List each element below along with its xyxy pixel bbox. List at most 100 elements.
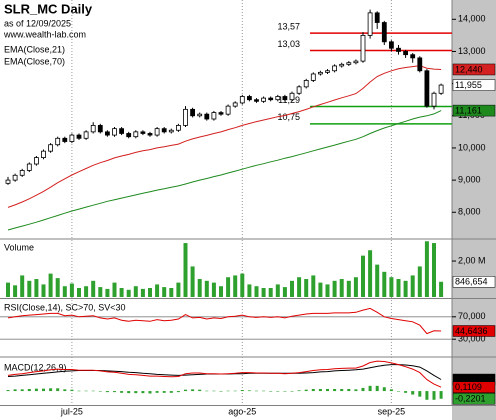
series-line [7, 360, 442, 388]
y-tick-label: 10,000 [458, 142, 486, 152]
candle-body [303, 80, 309, 88]
source: www.wealth-lab.com [3, 29, 86, 39]
histogram-bar [389, 389, 393, 392]
histogram-bar [326, 388, 329, 392]
volume-bar [98, 287, 103, 297]
volume-bar [162, 287, 167, 297]
candle-body [126, 133, 132, 138]
candle-body [62, 137, 68, 142]
volume-bar [133, 286, 138, 297]
candle-body [374, 12, 380, 23]
volume-bar [219, 286, 223, 297]
value-label: 44,6436 [455, 326, 488, 336]
histogram-bar [255, 390, 258, 392]
candle-body [119, 128, 124, 134]
volume-bar [183, 243, 188, 297]
volume-bar [361, 255, 365, 297]
volume-bar [6, 282, 10, 297]
candle-body [232, 102, 238, 107]
volume-bar [84, 286, 89, 297]
level-label: 10,75 [277, 112, 300, 122]
candle-body [317, 71, 323, 75]
volume-bar [432, 243, 436, 297]
volume-bar [204, 280, 209, 297]
volume-bar [417, 266, 422, 297]
volume-bar [282, 287, 287, 297]
series-line [7, 307, 442, 335]
candle-body [26, 163, 32, 171]
candle-body [296, 86, 302, 94]
volume-bar [403, 280, 408, 297]
candle-body [431, 92, 437, 107]
value-label: 11,955 [455, 80, 482, 90]
candle-body [410, 54, 416, 59]
histogram-bar [219, 391, 223, 392]
histogram-bar [290, 391, 294, 392]
candle-body [218, 112, 224, 115]
volume-bar [304, 279, 309, 297]
volume-bar [424, 241, 429, 297]
histogram-bar [439, 391, 443, 399]
histogram-bar [354, 389, 358, 392]
histogram-bar [404, 391, 408, 393]
y-tick-label: 13,000 [458, 46, 486, 56]
volume-bar [211, 282, 216, 297]
candle-body [112, 128, 117, 136]
histogram-bar [311, 388, 315, 392]
volume-bar [197, 279, 202, 297]
candle-body [268, 97, 274, 101]
y-tick-label: 70,000 [458, 311, 486, 321]
volume-bar [112, 282, 117, 297]
value-label: 0,1109 [455, 382, 482, 392]
histogram-bar [361, 387, 365, 392]
y-tick-label: 2,00 M [458, 255, 486, 265]
panel-title: Volume [4, 242, 34, 252]
histogram-bar [27, 388, 31, 392]
histogram-bar [49, 388, 53, 392]
candle-body [339, 63, 345, 67]
volume-bar [368, 250, 373, 297]
volume-bar [297, 277, 302, 297]
histogram-bar [212, 390, 216, 392]
histogram-bar [127, 391, 131, 394]
histogram-bar [148, 391, 152, 394]
candle-body [183, 108, 188, 126]
candle-body [168, 129, 174, 133]
candle-body [12, 174, 18, 181]
histogram-bar [176, 391, 180, 393]
volume-bar [148, 288, 152, 297]
candle-body [381, 22, 387, 43]
y-tick-label: 8,000 [458, 207, 481, 217]
candle-body [289, 92, 295, 101]
series-line [7, 110, 442, 231]
candle-body [97, 125, 103, 133]
histogram-bar [20, 389, 24, 392]
volume-bar [169, 288, 174, 297]
candle-body [48, 144, 53, 152]
candle-body [211, 112, 217, 120]
candle-body [83, 131, 89, 139]
volume-bar [226, 277, 231, 297]
value-label: 846,654 [455, 277, 488, 287]
volume-bar [126, 289, 131, 297]
volume-bar [268, 288, 273, 297]
chart-title: SLR_MC Daily [4, 1, 93, 16]
volume-bar [34, 279, 39, 297]
histogram-bar [56, 388, 60, 392]
histogram-bar [297, 390, 301, 392]
candle-body [310, 73, 316, 81]
volume-bar [275, 284, 280, 297]
candle-body [90, 125, 96, 133]
legend-entry: EMA(Close,70) [4, 56, 65, 66]
histogram-bar [411, 391, 415, 395]
histogram-bar [397, 391, 400, 392]
histogram-bar [333, 388, 337, 392]
histogram-bar [134, 391, 138, 394]
volume-bar [240, 273, 245, 297]
x-tick-label: ago-25 [228, 406, 256, 416]
candle-body [55, 137, 61, 146]
y-tick-label: 30,000 [458, 334, 486, 344]
candle-body [346, 62, 352, 65]
volume-bar [20, 275, 25, 297]
